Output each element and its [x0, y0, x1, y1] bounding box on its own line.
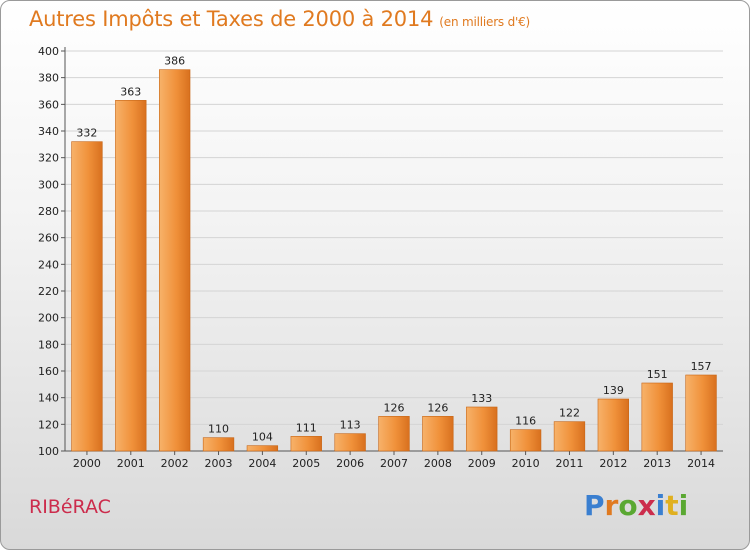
y-tick-label: 280: [38, 205, 59, 218]
data-label: 116: [515, 415, 536, 428]
bar-2009[interactable]: [466, 406, 498, 452]
chart-title-text: Autres Impôts et Taxes de 2000 à 2014: [29, 7, 434, 31]
y-tick-label: 360: [38, 98, 59, 111]
x-axis-tick-labels: 2000 2001 2002 2003 2004 2005 2006 2007 2008 2009…: [73, 457, 715, 470]
chart-title: Autres Impôts et Taxes de 2000 à 2014 (en…: [29, 7, 530, 31]
x-tick-label: 2007: [380, 457, 408, 470]
x-tick-label: 2009: [468, 457, 496, 470]
x-tick-label: 2003: [205, 457, 233, 470]
bar-2007[interactable]: [378, 416, 410, 452]
bar-2004[interactable]: [246, 445, 279, 452]
bar-2013[interactable]: [641, 382, 673, 452]
x-tick-label: 2013: [643, 457, 671, 470]
bar-2001[interactable]: [115, 100, 147, 452]
data-label: 110: [208, 423, 229, 436]
data-label: 139: [603, 384, 624, 397]
data-label: 133: [471, 392, 492, 405]
logo-letter: t: [665, 489, 679, 522]
commune-name: RIBéRAC: [29, 496, 111, 518]
data-label: 157: [691, 360, 712, 373]
x-tick-label: 2008: [424, 457, 452, 470]
y-tick-label: 200: [38, 312, 59, 325]
logo-letter: P: [584, 489, 605, 522]
y-tick-label: 220: [38, 285, 59, 298]
y-tick-label: 100: [38, 445, 59, 458]
y-tick-label: 340: [38, 125, 59, 138]
bar-2000[interactable]: [71, 141, 103, 452]
bar-2002[interactable]: [159, 69, 191, 452]
x-tick-label: 2012: [599, 457, 627, 470]
data-label: 126: [427, 401, 448, 414]
x-tick-label: 2014: [687, 457, 715, 470]
x-tick-label: 2006: [336, 457, 364, 470]
y-tick-label: 380: [38, 72, 59, 85]
logo-letter: i: [678, 489, 689, 522]
chart-subtitle: (en milliers d'€): [439, 15, 531, 29]
data-label: 104: [252, 431, 273, 444]
x-tick-label: 2001: [117, 457, 145, 470]
logo-letter: i: [655, 489, 666, 522]
y-tick-label: 300: [38, 178, 59, 191]
data-label: 363: [120, 85, 141, 98]
y-tick-label: 260: [38, 232, 59, 245]
bar-2008[interactable]: [422, 416, 454, 452]
data-label: 151: [647, 368, 668, 381]
x-tick-label: 2000: [73, 457, 101, 470]
y-tick-label: 400: [38, 45, 59, 58]
x-tick-label: 2010: [512, 457, 540, 470]
data-label: 126: [384, 401, 405, 414]
bar-2005[interactable]: [290, 436, 322, 452]
x-tick-label: 2005: [292, 457, 320, 470]
x-tick-label: 2004: [248, 457, 276, 470]
bar-2006[interactable]: [334, 433, 366, 452]
y-tick-label: 160: [38, 365, 59, 378]
bar-2010[interactable]: [509, 429, 542, 452]
x-tick-label: 2002: [161, 457, 189, 470]
logo-letter: x: [637, 489, 656, 522]
proxiti-logo[interactable]: Proxiti: [584, 489, 688, 522]
data-label: 111: [296, 421, 317, 434]
y-tick-label: 120: [38, 418, 59, 431]
data-labels: 332 363 386 110 104 111 113 126 126 133 116 122 139 1…: [76, 55, 711, 444]
data-label: 386: [164, 55, 185, 68]
x-tick-label: 2011: [555, 457, 583, 470]
bar-2003[interactable]: [202, 437, 235, 452]
logo-letter: o: [618, 489, 638, 522]
bar-2012[interactable]: [597, 398, 629, 452]
data-label: 113: [340, 419, 361, 432]
y-tick-label: 320: [38, 152, 59, 165]
bar-2011[interactable]: [553, 421, 586, 452]
data-label: 332: [76, 127, 97, 140]
y-axis-tick-labels: 100 120 140 160 180 200 220 240 260 280 300 320 340 3…: [38, 45, 59, 458]
bar-2014[interactable]: [685, 374, 717, 452]
y-tick-label: 180: [38, 338, 59, 351]
y-tick-label: 240: [38, 258, 59, 271]
bars: [71, 69, 717, 452]
y-tick-label: 140: [38, 392, 59, 405]
data-label: 122: [559, 407, 580, 420]
logo-letter: r: [604, 489, 619, 522]
